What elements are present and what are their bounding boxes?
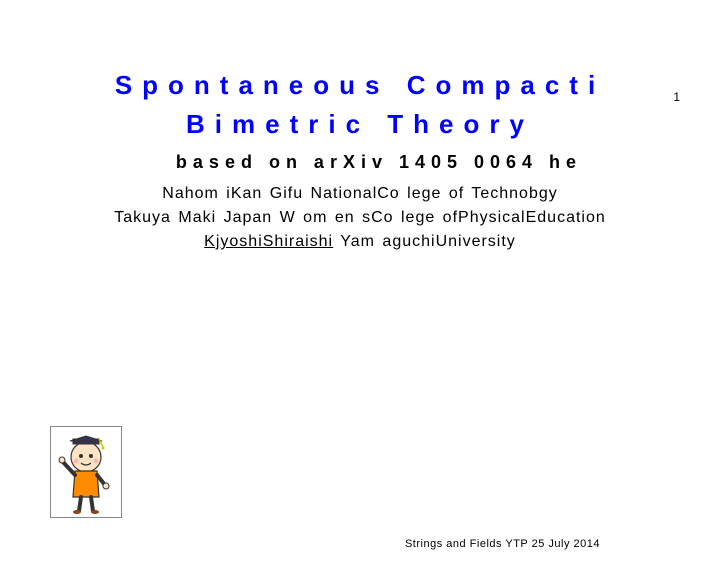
footer-text: Strings and Fields YTP 25 July 2014: [405, 538, 600, 550]
subtitle: based on arXiv 1405 0064 he: [0, 152, 720, 173]
author-line-3: KjyoshiShiraishi Yam aguchiUniversity: [0, 233, 720, 251]
page-number: 1: [673, 90, 680, 104]
mascot-icon: [50, 426, 122, 518]
author-line-1: Nahom iKan Gifu NationalCo lege of Techn…: [0, 185, 720, 203]
author3-affiliation: Yam aguchiUniversity: [333, 233, 516, 250]
author3-name: KjyoshiShiraishi: [204, 233, 333, 250]
title-line1: Spontaneous Compacti: [0, 70, 720, 101]
author-line-2: Takuya Maki Japan W om en sCo lege ofPhy…: [0, 209, 720, 227]
title-line2: Bimetric Theory: [0, 109, 720, 140]
